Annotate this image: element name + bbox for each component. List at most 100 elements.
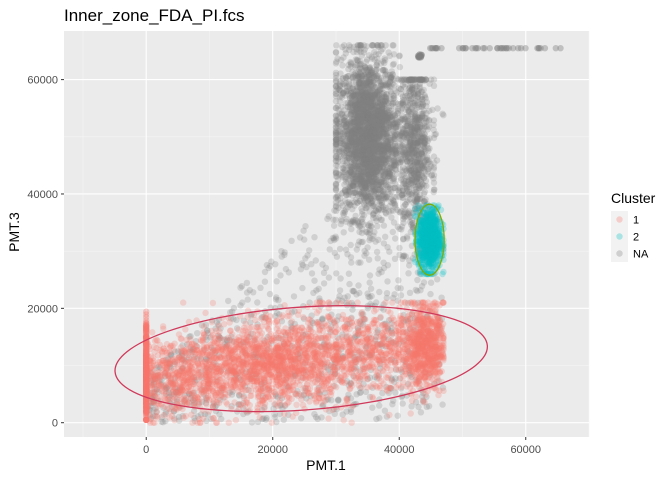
na-point bbox=[361, 107, 368, 115]
na-point bbox=[406, 137, 414, 144]
panel-background bbox=[64, 31, 589, 437]
na-point bbox=[357, 168, 365, 176]
na-point bbox=[347, 254, 355, 261]
na-point bbox=[377, 126, 384, 133]
na-point bbox=[374, 136, 381, 143]
na-point bbox=[336, 287, 344, 294]
na-point bbox=[354, 107, 361, 115]
na-point bbox=[320, 269, 328, 276]
na-point bbox=[418, 283, 426, 290]
na-point bbox=[432, 130, 440, 138]
na-point bbox=[367, 171, 375, 179]
na-point bbox=[348, 101, 355, 108]
na-point bbox=[411, 187, 418, 194]
na-point bbox=[348, 166, 355, 173]
na-point bbox=[355, 110, 362, 118]
na-point bbox=[383, 131, 390, 138]
na-point bbox=[390, 76, 397, 83]
cluster-1-point bbox=[375, 373, 382, 380]
na-point bbox=[384, 278, 391, 285]
na-point bbox=[357, 169, 365, 176]
na-point bbox=[379, 45, 386, 53]
na-point bbox=[422, 196, 429, 203]
na-point bbox=[376, 114, 383, 121]
na-point bbox=[390, 92, 398, 100]
na-point bbox=[354, 126, 361, 134]
na-point bbox=[392, 123, 400, 131]
na-point bbox=[368, 55, 375, 62]
na-point bbox=[382, 109, 389, 116]
na-point bbox=[364, 178, 371, 185]
na-point bbox=[378, 82, 385, 89]
na-point bbox=[390, 121, 398, 128]
na-point bbox=[332, 199, 340, 206]
na-point bbox=[369, 101, 376, 109]
na-point bbox=[266, 290, 274, 298]
na-point bbox=[385, 167, 392, 175]
na-point bbox=[370, 74, 377, 81]
na-point bbox=[397, 76, 404, 83]
na-point bbox=[341, 187, 348, 194]
na-point bbox=[352, 103, 359, 110]
na-point bbox=[381, 102, 389, 109]
na-point bbox=[364, 156, 371, 164]
na-point bbox=[239, 299, 246, 306]
na-point bbox=[365, 116, 373, 124]
series-na-points bbox=[143, 42, 564, 426]
na-point bbox=[355, 117, 362, 124]
plot-panel bbox=[64, 31, 590, 437]
na-point bbox=[375, 195, 383, 202]
na-point bbox=[376, 111, 383, 118]
na-point bbox=[360, 128, 368, 136]
na-point bbox=[414, 143, 422, 151]
na-point bbox=[346, 184, 354, 191]
na-point bbox=[358, 171, 366, 178]
na-point bbox=[384, 82, 391, 89]
na-point bbox=[414, 105, 421, 112]
na-point bbox=[388, 74, 395, 81]
na-point bbox=[369, 170, 377, 177]
na-point bbox=[370, 102, 377, 109]
na-point bbox=[347, 122, 354, 129]
na-point bbox=[348, 116, 356, 123]
na-point bbox=[364, 133, 371, 141]
na-point bbox=[385, 143, 392, 150]
na-point bbox=[369, 105, 376, 113]
na-point bbox=[367, 220, 374, 227]
na-point bbox=[385, 130, 392, 137]
na-point bbox=[248, 419, 256, 426]
na-point bbox=[392, 150, 400, 157]
na-point bbox=[367, 141, 374, 148]
na-point bbox=[334, 176, 342, 184]
na-point bbox=[396, 244, 403, 252]
na-point bbox=[348, 218, 355, 225]
na-point bbox=[370, 106, 377, 113]
na-point bbox=[334, 193, 341, 200]
na-point bbox=[361, 174, 368, 181]
na-point bbox=[359, 123, 366, 130]
na-point bbox=[345, 187, 352, 195]
na-point bbox=[473, 45, 480, 52]
na-point bbox=[382, 204, 389, 212]
na-point bbox=[340, 165, 347, 172]
na-point bbox=[379, 156, 386, 163]
na-point bbox=[375, 151, 382, 158]
na-point bbox=[375, 205, 382, 212]
na-point bbox=[377, 182, 385, 189]
na-point bbox=[392, 99, 399, 106]
na-point bbox=[342, 174, 349, 181]
na-point bbox=[354, 152, 361, 159]
na-point bbox=[398, 105, 406, 112]
na-point bbox=[400, 149, 407, 156]
na-point bbox=[288, 237, 295, 244]
na-point bbox=[428, 45, 435, 52]
na-point bbox=[503, 45, 510, 52]
na-point bbox=[320, 280, 328, 287]
na-point bbox=[342, 169, 349, 176]
na-point bbox=[363, 205, 370, 212]
na-point bbox=[381, 167, 389, 174]
na-point bbox=[422, 163, 429, 170]
na-point bbox=[353, 96, 360, 103]
na-point bbox=[298, 415, 305, 422]
na-point bbox=[304, 252, 311, 259]
